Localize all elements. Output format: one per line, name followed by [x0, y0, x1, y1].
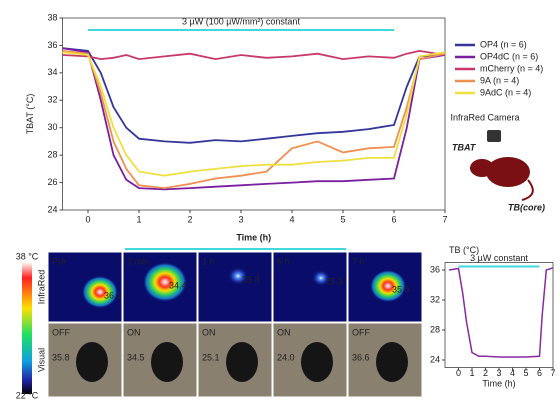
mouse-photo [301, 342, 333, 382]
ir-hotspot [143, 262, 187, 302]
x-tick-label: 5 [340, 214, 345, 224]
legend-label: 9AdC (n = 4) [480, 87, 531, 97]
mouse-photo [376, 342, 408, 382]
series-line [62, 51, 446, 177]
plot-frame [444, 262, 554, 368]
ir-hotspot [370, 269, 406, 303]
legend-label: OP4dC (n = 6) [480, 51, 538, 61]
mouse-tail [521, 179, 534, 201]
x-tick-label: 4 [289, 214, 294, 224]
ir-frame [197, 251, 273, 323]
x-tick-label: 6 [391, 214, 396, 224]
x-axis-label: Time (h) [482, 379, 515, 389]
visual-temp: 24.0 [277, 352, 295, 362]
series-line [62, 47, 446, 144]
series-line [62, 47, 446, 191]
ir-hotspot [312, 269, 330, 287]
x-tick-label: 2 [483, 368, 488, 378]
light-state: OFF [352, 327, 370, 337]
ir-temp: 36.1 [104, 290, 122, 300]
scale-min: 22 °C [16, 390, 39, 400]
mouse-head [470, 159, 494, 177]
legend-label: 9A (n = 4) [480, 75, 519, 85]
legend-label: mCherry (n = 4) [480, 63, 543, 73]
visual-temp: 34.5 [127, 352, 145, 362]
mouse-schematic: InfraRed Camera TBAT TB(core) [450, 112, 545, 212]
time-label: 2 min [127, 256, 149, 266]
y-tick-label: 28 [430, 324, 440, 334]
mouse-photo [151, 342, 183, 382]
x-tick-label: 0 [85, 214, 90, 224]
chart-title: TB (°C) [449, 245, 479, 255]
annotation: 3 µW (100 µW/mm²) constant [182, 16, 300, 26]
series-line [62, 49, 446, 61]
y-tick-label: 36 [47, 40, 57, 50]
series-line [62, 50, 446, 190]
y-tick-label: 24 [430, 354, 440, 364]
y-axis-label: TBAT (°C) [25, 94, 35, 135]
ir-hotspot [82, 275, 118, 309]
ir-temp: 25.3 [325, 276, 343, 286]
ir-temp: 34.4 [169, 280, 187, 290]
light-state: ON [277, 327, 291, 337]
visual-temp: 36.6 [352, 352, 370, 362]
tcore-label: TB(core) [508, 202, 545, 212]
y-tick-label: 34 [47, 67, 57, 77]
ir-temp: 25.8 [242, 274, 260, 284]
x-tick-label: 7 [550, 368, 555, 378]
light-state: ON [202, 327, 216, 337]
legend-label: OP4 (n = 6) [480, 39, 527, 49]
x-tick-label: 1 [469, 368, 474, 378]
plot-frame [62, 17, 446, 211]
mouse-photo [76, 342, 108, 382]
annotation: 3 µW constant [470, 253, 528, 263]
mouse-body [486, 157, 530, 187]
light-state: ON [127, 327, 141, 337]
time-label: 7 h [352, 256, 365, 266]
time-label: 1 h [202, 256, 215, 266]
row-label: Visual [36, 348, 46, 372]
color-scale [22, 262, 32, 394]
x-tick-label: 1 [136, 214, 141, 224]
x-axis-label: Time (h) [236, 232, 271, 242]
camera-icon [487, 130, 501, 142]
camera-label: InfraRed Camera [450, 112, 519, 122]
y-tick-label: 28 [47, 150, 57, 160]
row-label: InfraRed [36, 270, 46, 305]
time-label: Pre [52, 256, 66, 266]
tbat-label: TBAT [452, 142, 477, 152]
x-tick-label: 6 [537, 368, 542, 378]
mouse-photo [226, 342, 258, 382]
ir-temp: 35.5 [392, 284, 410, 294]
x-tick-label: 4 [510, 368, 515, 378]
y-tick-label: 32 [430, 294, 440, 304]
y-tick-label: 32 [47, 95, 57, 105]
y-tick-label: 24 [47, 204, 57, 214]
y-tick-label: 36 [430, 264, 440, 274]
visual-temp: 25.1 [202, 352, 220, 362]
scale-max: 38 °C [16, 251, 39, 261]
y-tick-label: 30 [47, 122, 57, 132]
ir-frame [272, 251, 348, 323]
visual-temp: 35.8 [52, 352, 70, 362]
y-tick-label: 38 [47, 12, 57, 22]
x-tick-label: 7 [442, 214, 447, 224]
x-tick-label: 5 [523, 368, 528, 378]
ir-hotspot [228, 267, 248, 285]
x-tick-label: 3 [238, 214, 243, 224]
light-state: OFF [52, 327, 70, 337]
x-tick-label: 3 [496, 368, 501, 378]
x-tick-label: 0 [456, 368, 461, 378]
series-line [448, 267, 554, 358]
time-label: 6 h [277, 256, 290, 266]
x-tick-label: 2 [187, 214, 192, 224]
y-tick-label: 26 [47, 177, 57, 187]
